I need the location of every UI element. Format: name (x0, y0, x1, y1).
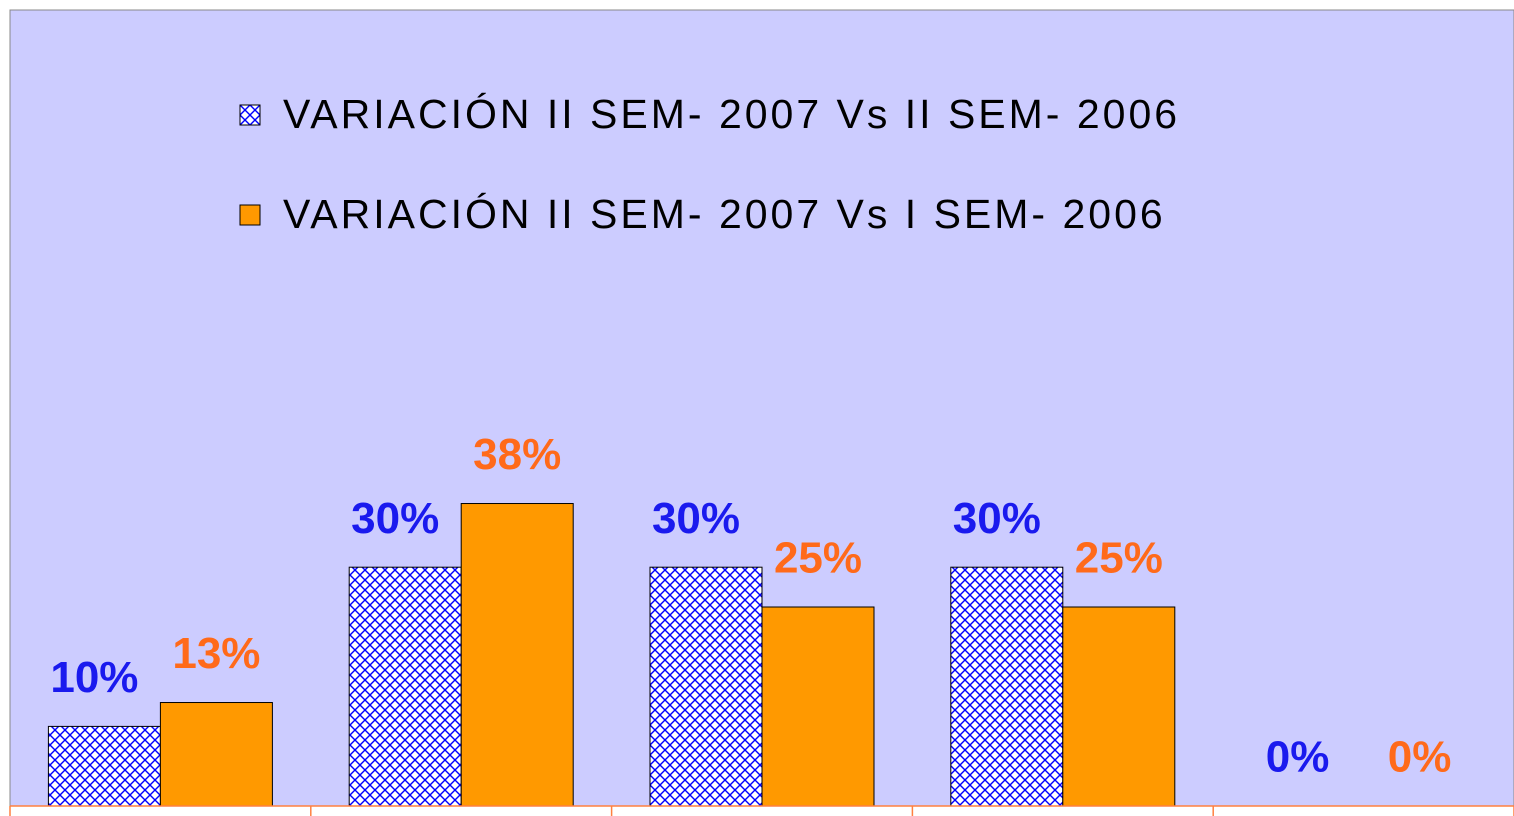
data-label: 25% (1075, 534, 1163, 583)
bar (649, 566, 763, 807)
data-label: 0% (1388, 733, 1452, 782)
data-label: 30% (652, 494, 740, 543)
bar (47, 725, 161, 807)
data-label: 38% (473, 430, 561, 479)
legend-swatch (239, 204, 261, 226)
bar (460, 503, 574, 807)
legend-label: VARIACIÓN II SEM- 2007 Vs II SEM- 2006 (283, 91, 1180, 137)
data-label: 30% (351, 494, 439, 543)
data-label: 0% (1266, 733, 1330, 782)
data-label: 10% (50, 653, 138, 702)
legend-swatch (239, 104, 261, 126)
legend-label: VARIACIÓN II SEM- 2007 Vs I SEM- 2006 (283, 191, 1166, 237)
bar (348, 566, 462, 807)
bar (761, 606, 875, 807)
data-label: 30% (953, 494, 1041, 543)
bar (1062, 606, 1176, 807)
bar (159, 702, 273, 807)
data-label: 13% (172, 629, 260, 678)
bar (950, 566, 1064, 807)
data-label: 25% (774, 534, 862, 583)
